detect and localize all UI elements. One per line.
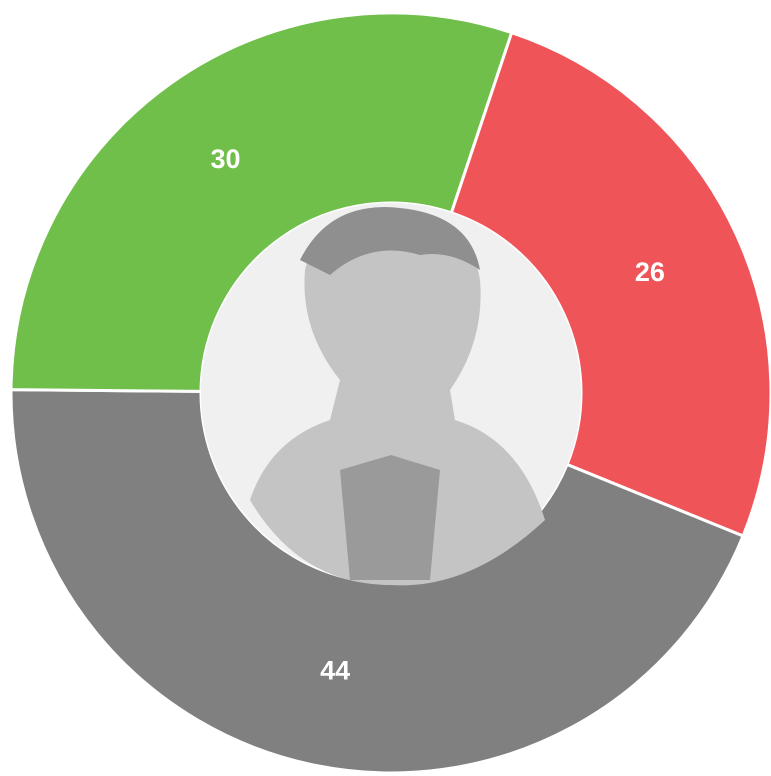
data-label: 30 — [210, 144, 240, 174]
portrait — [201, 203, 581, 586]
portrait-figure — [250, 209, 545, 586]
portrait-shirt — [340, 455, 440, 580]
data-label: 26 — [635, 257, 665, 287]
data-label: 44 — [320, 656, 350, 686]
portrait-hair — [300, 207, 480, 275]
